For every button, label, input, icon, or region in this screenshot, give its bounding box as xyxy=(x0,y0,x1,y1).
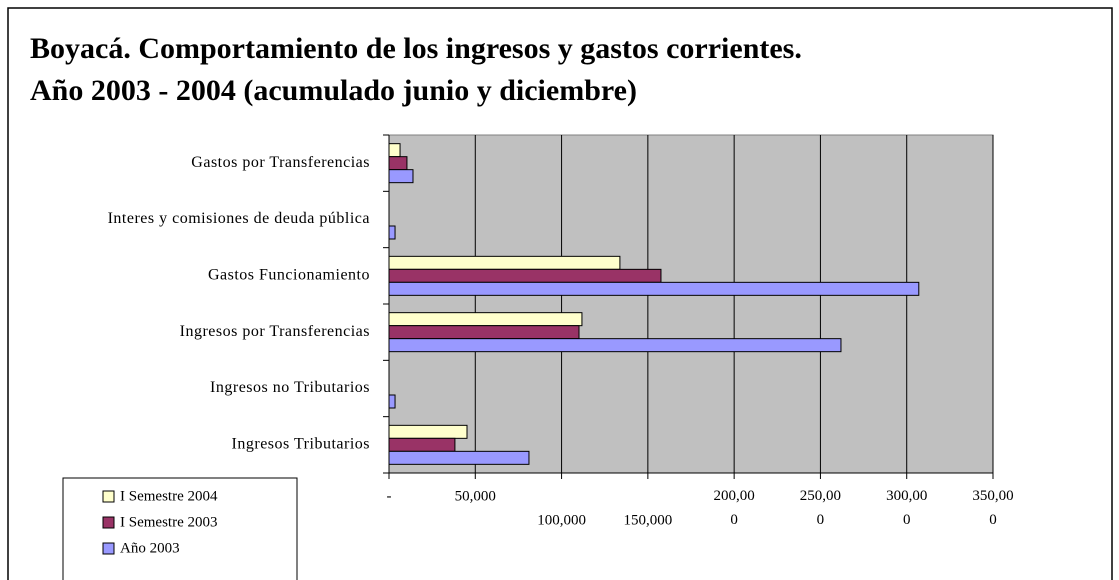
bar xyxy=(388,255,621,270)
legend xyxy=(62,477,298,580)
y-tick-label: Ingresos Tributarios xyxy=(232,436,370,453)
legend-swatch xyxy=(102,542,115,555)
x-tick-label: 350,00 0 xyxy=(972,488,1013,528)
bar xyxy=(388,156,408,171)
legend-label: Año 2003 xyxy=(120,540,180,556)
bar xyxy=(388,268,662,283)
bar xyxy=(388,424,468,439)
bar xyxy=(388,338,842,353)
bar xyxy=(388,143,401,158)
bar xyxy=(388,450,530,465)
legend-swatch xyxy=(102,490,115,503)
y-tick-label: Ingresos por Transferencias xyxy=(180,323,370,340)
x-tick-label: 250,00 0 xyxy=(800,488,841,528)
x-tick-label: 200,00 0 xyxy=(714,488,755,528)
bar xyxy=(388,281,920,296)
bar xyxy=(388,169,414,184)
legend-label: I Semestre 2004 xyxy=(120,488,218,504)
bar xyxy=(388,325,580,340)
chart-title: Año 2003 - 2004 (acumulado junio y dicie… xyxy=(30,74,637,107)
x-tick-label: 150,000 xyxy=(623,512,672,528)
legend-label: I Semestre 2003 xyxy=(120,514,217,530)
bar xyxy=(388,312,583,327)
y-tick-label: Ingresos no Tributarios xyxy=(210,379,370,396)
bar xyxy=(388,394,396,409)
frame xyxy=(7,7,1113,580)
chart-title: Boyacá. Comportamiento de los ingresos y… xyxy=(30,32,802,65)
plot-area xyxy=(388,134,994,474)
x-tick-label: 100,000 xyxy=(537,512,586,528)
bar xyxy=(388,225,396,240)
y-tick-label: Interes y comisiones de deuda pública xyxy=(108,210,370,227)
bar xyxy=(388,437,456,452)
x-tick-label: 50,000 xyxy=(455,488,496,504)
x-tick-label: - xyxy=(387,488,392,504)
y-tick-label: Gastos por Transferencias xyxy=(191,154,370,171)
x-tick-label: 300,00 0 xyxy=(886,488,927,528)
y-tick-label: Gastos Funcionamiento xyxy=(208,267,370,284)
legend-swatch xyxy=(102,516,115,529)
